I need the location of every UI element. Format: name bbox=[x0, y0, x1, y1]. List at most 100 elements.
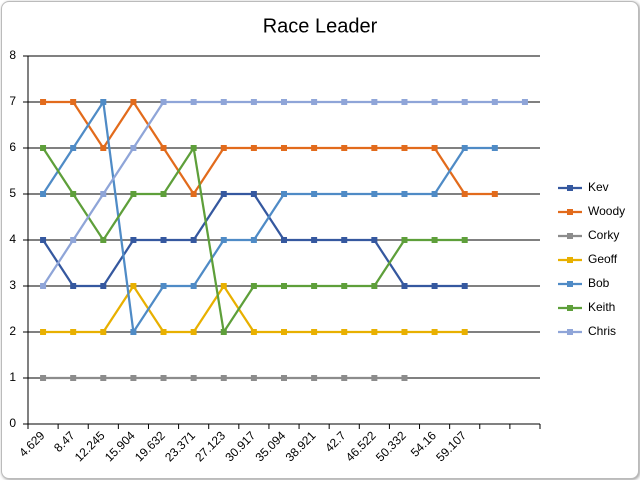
marker bbox=[431, 145, 438, 151]
y-tick-label: 2 bbox=[9, 324, 16, 338]
marker bbox=[311, 99, 318, 105]
marker bbox=[250, 283, 257, 289]
marker bbox=[281, 329, 287, 335]
marker bbox=[431, 191, 438, 197]
y-tick-label: 0 bbox=[9, 416, 16, 430]
marker bbox=[371, 329, 378, 335]
marker bbox=[431, 99, 438, 105]
marker bbox=[220, 329, 227, 335]
marker bbox=[40, 99, 47, 105]
marker bbox=[281, 283, 287, 289]
marker bbox=[100, 191, 107, 197]
marker bbox=[341, 191, 348, 197]
x-tick-label: 8.47 bbox=[51, 428, 78, 455]
marker bbox=[281, 237, 287, 243]
marker bbox=[70, 145, 77, 151]
marker bbox=[431, 237, 438, 243]
marker bbox=[341, 283, 348, 289]
marker bbox=[461, 237, 468, 243]
marker bbox=[220, 145, 227, 151]
marker bbox=[491, 191, 498, 197]
marker bbox=[40, 237, 47, 243]
marker bbox=[190, 191, 197, 197]
x-tick-label: 4.629 bbox=[16, 428, 47, 459]
marker bbox=[130, 329, 137, 335]
marker bbox=[371, 145, 378, 151]
marker bbox=[160, 375, 167, 381]
marker bbox=[401, 191, 408, 197]
y-tick-label: 5 bbox=[9, 186, 16, 200]
marker bbox=[461, 99, 468, 105]
marker bbox=[190, 329, 197, 335]
marker bbox=[130, 145, 137, 151]
legend-marker bbox=[567, 281, 573, 287]
marker bbox=[40, 329, 47, 335]
legend-label: Woody bbox=[588, 204, 625, 218]
marker bbox=[70, 375, 77, 381]
marker bbox=[461, 191, 468, 197]
marker bbox=[311, 191, 318, 197]
marker bbox=[190, 145, 197, 151]
marker bbox=[250, 375, 257, 381]
marker bbox=[100, 329, 107, 335]
marker bbox=[70, 237, 77, 243]
marker bbox=[341, 237, 348, 243]
legend-marker bbox=[567, 233, 573, 239]
marker bbox=[371, 237, 378, 243]
marker bbox=[40, 375, 47, 381]
x-tick-label: 50.332 bbox=[373, 428, 409, 464]
marker bbox=[250, 191, 257, 197]
legend-label: Keith bbox=[588, 300, 615, 314]
marker bbox=[431, 283, 438, 289]
marker bbox=[100, 283, 107, 289]
legend-marker bbox=[567, 257, 573, 263]
marker bbox=[491, 99, 498, 105]
marker bbox=[371, 191, 378, 197]
marker bbox=[160, 145, 167, 151]
legend-label: Geoff bbox=[588, 252, 618, 266]
marker bbox=[281, 191, 287, 197]
marker bbox=[160, 329, 167, 335]
x-tick-label: 27.123 bbox=[192, 428, 228, 464]
marker bbox=[311, 237, 318, 243]
marker bbox=[160, 99, 167, 105]
marker bbox=[130, 99, 137, 105]
x-tick-label: 35.094 bbox=[253, 428, 289, 464]
y-tick-label: 1 bbox=[9, 370, 16, 384]
x-tick-label: 38.921 bbox=[283, 428, 319, 464]
marker bbox=[401, 145, 408, 151]
y-tick-label: 8 bbox=[9, 48, 16, 62]
marker bbox=[190, 283, 197, 289]
x-tick-label: 30.917 bbox=[222, 428, 258, 464]
marker bbox=[311, 375, 318, 381]
marker bbox=[341, 329, 348, 335]
marker bbox=[461, 283, 468, 289]
marker bbox=[190, 237, 197, 243]
marker bbox=[40, 145, 47, 151]
marker bbox=[70, 329, 77, 335]
marker bbox=[130, 375, 137, 381]
marker bbox=[521, 99, 528, 105]
marker bbox=[311, 145, 318, 151]
marker bbox=[250, 237, 257, 243]
x-tick-label: 15.904 bbox=[102, 428, 138, 464]
legend-marker bbox=[567, 185, 573, 191]
marker bbox=[311, 283, 318, 289]
marker bbox=[190, 99, 197, 105]
x-tick-label: 46.522 bbox=[343, 428, 379, 464]
marker bbox=[40, 191, 47, 197]
marker bbox=[371, 99, 378, 105]
marker bbox=[160, 237, 167, 243]
marker bbox=[311, 329, 318, 335]
series-line bbox=[43, 99, 495, 197]
marker bbox=[220, 191, 227, 197]
legend-label: Chris bbox=[588, 324, 616, 338]
marker bbox=[160, 191, 167, 197]
marker bbox=[250, 329, 257, 335]
y-tick-label: 3 bbox=[9, 278, 16, 292]
marker bbox=[281, 99, 287, 105]
marker bbox=[250, 145, 257, 151]
marker bbox=[281, 375, 287, 381]
marker bbox=[401, 237, 408, 243]
marker bbox=[160, 283, 167, 289]
